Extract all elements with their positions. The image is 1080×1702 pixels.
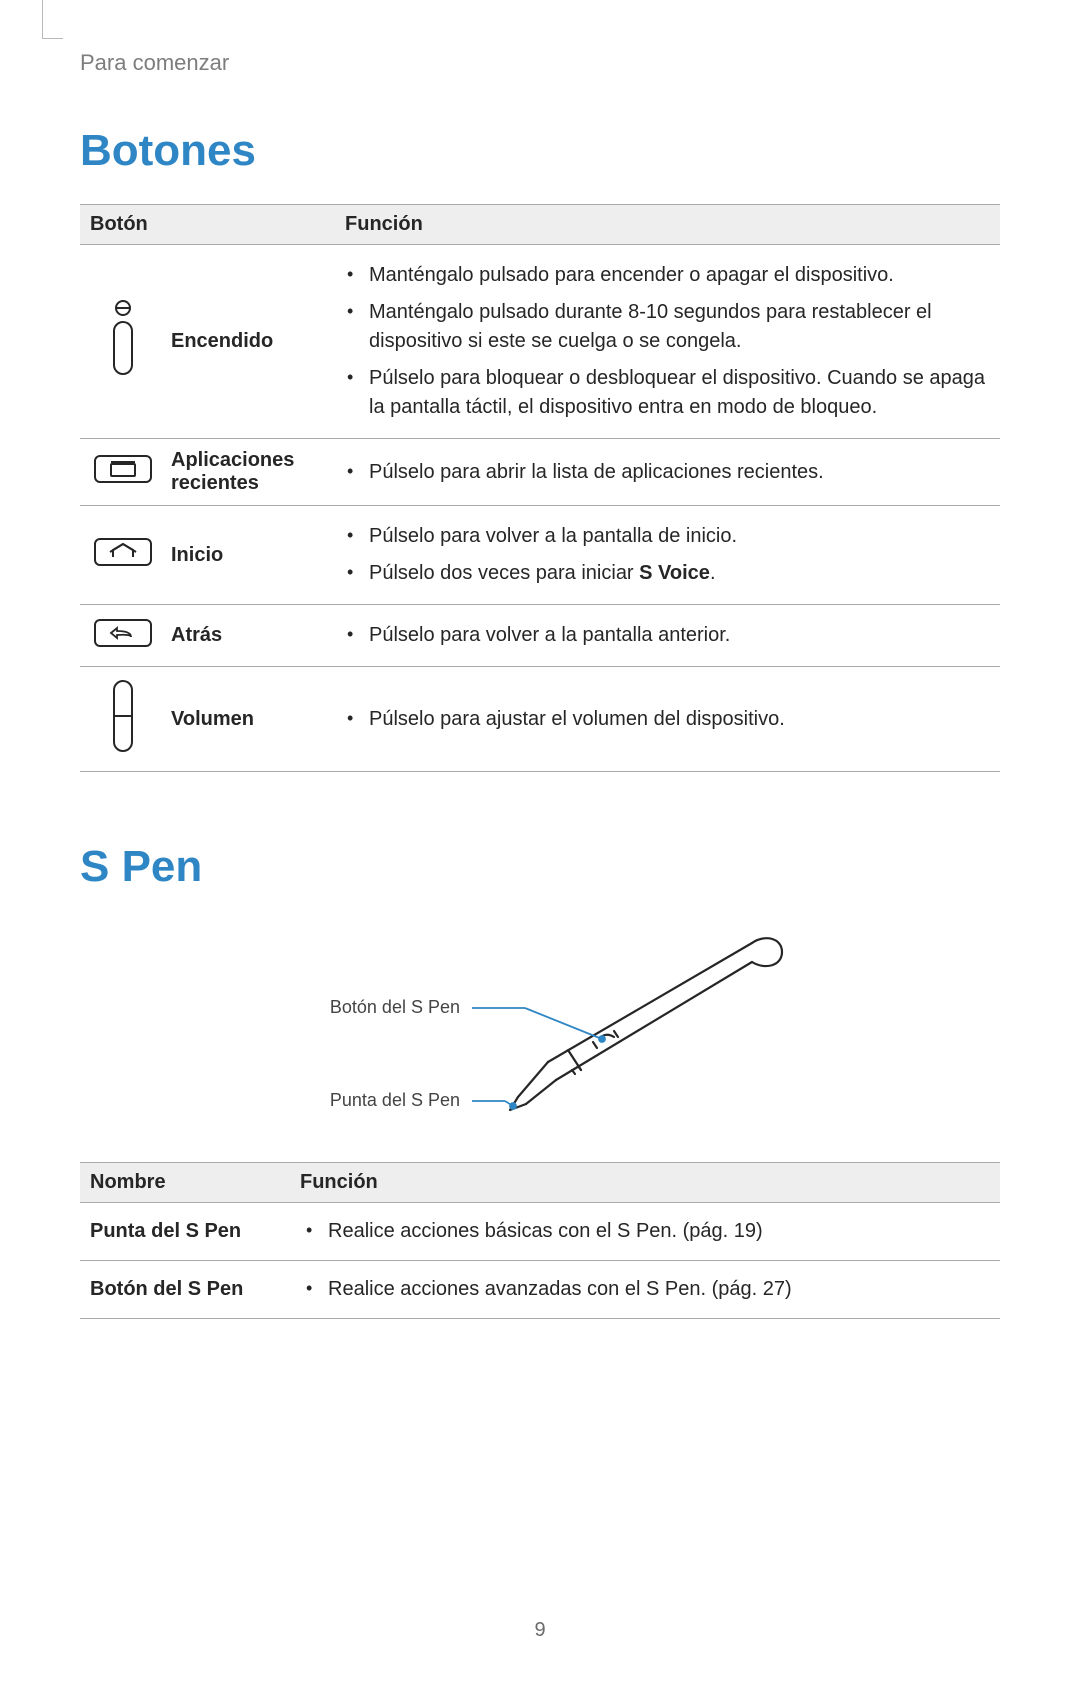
th-function: Función [335, 205, 1000, 245]
spen-svg [350, 922, 850, 1142]
row-functions: Manténgalo pulsado para encender o apaga… [335, 245, 1000, 439]
table-row: Punta del S Pen Realice acciones básicas… [80, 1203, 1000, 1261]
th-function: Función [290, 1163, 1000, 1203]
row-label: Atrás [165, 605, 335, 667]
recent-apps-icon [80, 439, 165, 506]
row-label: Volumen [165, 667, 335, 772]
func-item: Realice acciones básicas con el S Pen. (… [300, 1213, 990, 1250]
page-tab-notch [42, 0, 63, 39]
spen-row-func: Realice acciones avanzadas con el S Pen.… [290, 1261, 1000, 1319]
func-item: Púlselo para ajustar el volumen del disp… [341, 701, 994, 738]
back-icon [80, 605, 165, 667]
table-row: Atrás Púlselo para volver a la pantalla … [80, 605, 1000, 667]
spen-table: Nombre Función Punta del S Pen Realice a… [80, 1162, 1000, 1319]
spen-diagram: Botón del S Pen Punta del S Pen [80, 922, 1000, 1142]
row-functions: Púlselo para volver a la pantalla anteri… [335, 605, 1000, 667]
row-label: Inicio [165, 506, 335, 605]
home-icon [80, 506, 165, 605]
func-item: Púlselo para volver a la pantalla anteri… [341, 617, 994, 654]
row-label: Aplicaciones recientes [165, 439, 335, 506]
row-label: Encendido [165, 245, 335, 439]
running-head: Para comenzar [80, 50, 1000, 76]
th-button: Botón [80, 205, 335, 245]
buttons-table: Botón Función Encendido Manténgalo pulsa… [80, 204, 1000, 772]
th-name: Nombre [80, 1163, 290, 1203]
spen-row-func: Realice acciones básicas con el S Pen. (… [290, 1203, 1000, 1261]
func-item: Púlselo para bloquear o desbloquear el d… [341, 360, 994, 426]
func-item: Realice acciones avanzadas con el S Pen.… [300, 1271, 990, 1308]
row-functions: Púlselo para abrir la lista de aplicacio… [335, 439, 1000, 506]
table-row: Encendido Manténgalo pulsado para encend… [80, 245, 1000, 439]
spen-row-name: Botón del S Pen [80, 1261, 290, 1319]
volume-icon [80, 667, 165, 772]
section-title-botones: Botones [80, 126, 1000, 176]
spen-row-name: Punta del S Pen [80, 1203, 290, 1261]
page-number: 9 [80, 1619, 1000, 1642]
table-row: Volumen Púlselo para ajustar el volumen … [80, 667, 1000, 772]
row-functions: Púlselo para volver a la pantalla de ini… [335, 506, 1000, 605]
func-item: Manténgalo pulsado durante 8-10 segundos… [341, 294, 994, 360]
func-item: Púlselo para abrir la lista de aplicacio… [341, 454, 994, 491]
table-row: Botón del S Pen Realice acciones avanzad… [80, 1261, 1000, 1319]
section-title-spen: S Pen [80, 842, 1000, 892]
table-row: Inicio Púlselo para volver a la pantalla… [80, 506, 1000, 605]
func-item: Manténgalo pulsado para encender o apaga… [341, 257, 994, 294]
func-item: Púlselo dos veces para iniciar S Voice. [341, 555, 994, 592]
power-icon [80, 245, 165, 439]
row-functions: Púlselo para ajustar el volumen del disp… [335, 667, 1000, 772]
table-row: Aplicaciones recientes Púlselo para abri… [80, 439, 1000, 506]
func-item: Púlselo para volver a la pantalla de ini… [341, 518, 994, 555]
